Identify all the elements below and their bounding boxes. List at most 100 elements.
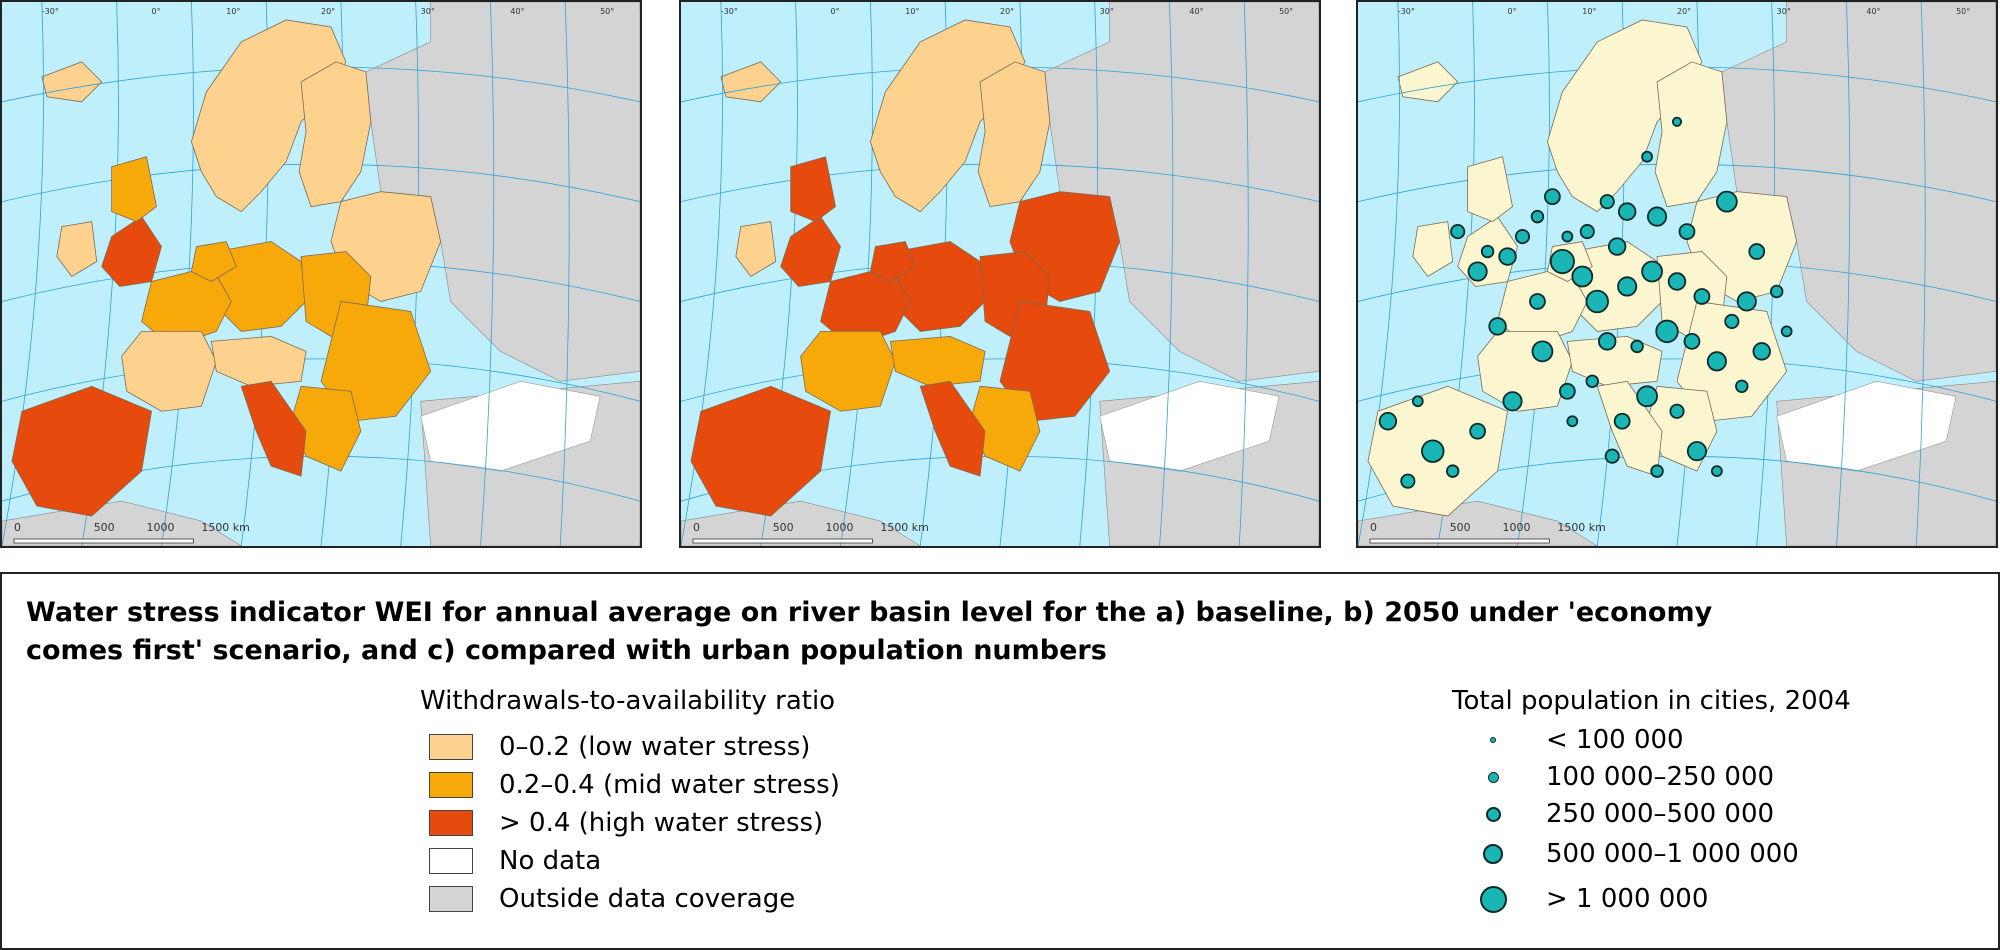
graticule-label: 0° <box>152 7 161 16</box>
region-iberia <box>11 385 152 517</box>
region-italy <box>919 380 986 477</box>
region-france-south <box>121 330 217 412</box>
population-heading: Total population in cities, 2004 <box>1452 686 1851 716</box>
graticule-label: -30° <box>1398 7 1415 16</box>
ratio-label-nodata: No data <box>499 846 602 876</box>
city-dot <box>1736 291 1757 312</box>
city-dot <box>1558 382 1576 400</box>
graticule-label: -30° <box>42 7 59 16</box>
region-italy <box>240 380 307 477</box>
population-item-3: 250 000–500 000 <box>1478 794 1774 834</box>
city-dot <box>1514 229 1531 245</box>
city-dot <box>1549 248 1575 275</box>
city-dot <box>1411 395 1424 408</box>
scale-label: 0 <box>693 521 700 534</box>
population-label-4: 500 000–1 000 000 <box>1546 839 1799 869</box>
city-dot <box>1650 464 1664 478</box>
city-dot <box>1378 412 1398 431</box>
region-finland <box>1654 61 1728 208</box>
ratio-label-mid: 0.2–0.4 (mid water stress) <box>499 770 840 800</box>
city-dot <box>1599 194 1615 210</box>
graticule-label: 40° <box>1866 7 1880 16</box>
swatch-mid <box>429 772 473 798</box>
scale-label: 1000 <box>147 521 175 534</box>
legend-title-line-2: comes first' scenario, and c) compared w… <box>26 635 1107 666</box>
legend-box: Water stress indicator WEI for annual av… <box>0 572 2000 950</box>
graticule-label: 10° <box>905 7 919 16</box>
scale-label: 1500 km <box>880 521 928 534</box>
city-dot <box>1579 224 1595 240</box>
city-dot <box>1752 342 1771 361</box>
population-label-5: > 1 000 000 <box>1546 884 1709 914</box>
swatch-low <box>429 734 473 760</box>
scale-label: 0 <box>1370 521 1377 534</box>
population-item-4: 500 000–1 000 000 <box>1478 834 1799 874</box>
region-ireland <box>56 221 98 278</box>
ratio-label-low: 0–0.2 (low water stress) <box>499 732 811 762</box>
ratio-label-outside: Outside data coverage <box>499 884 796 914</box>
city-dot <box>1655 319 1679 344</box>
graticule-label: 20° <box>321 7 335 16</box>
map-panel-c: -30° 0° 10° 20° 30° 40° 50° 0 500 1000 1500 km <box>1356 0 1998 548</box>
region-scandinavia-north <box>1546 19 1703 213</box>
region-iceland <box>720 61 782 103</box>
scale-label: 0 <box>14 521 21 534</box>
graticule-label: 30° <box>1100 7 1114 16</box>
city-dot <box>1531 340 1554 363</box>
ratio-item-mid: 0.2–0.4 (mid water stress) <box>429 766 840 804</box>
city-dot <box>1748 243 1766 260</box>
graticule-label: 30° <box>421 7 435 16</box>
city-dot <box>1669 403 1685 419</box>
city-dot <box>1686 441 1707 462</box>
map-panel-a: -30° 0° 10° 20° 30° 40° 50° 0 500 1000 1500 km <box>0 0 642 548</box>
city-dot <box>1445 464 1460 478</box>
city-dot <box>1585 374 1599 389</box>
scale-bar: 0 500 1000 1500 km <box>1369 521 1606 544</box>
city-dot <box>1598 332 1617 351</box>
region-ireland <box>735 221 777 278</box>
city-dot <box>1530 209 1545 224</box>
city-dot <box>1529 293 1546 310</box>
graticule-label: 50° <box>1956 7 1970 16</box>
graticule-label: 0° <box>1508 7 1517 16</box>
city-dot <box>1566 415 1579 428</box>
graticule-label: 30° <box>1777 7 1791 16</box>
city-dot <box>1647 206 1668 227</box>
region-uk-north <box>790 156 836 223</box>
scale-label: 1000 <box>826 521 854 534</box>
graticule-label: 10° <box>226 7 240 16</box>
city-dot <box>1617 276 1638 297</box>
city-dot <box>1613 412 1631 430</box>
region-benelux <box>869 241 916 282</box>
region-scandinavia-north <box>869 19 1026 213</box>
map-panel-b: -30° 0° 10° 20° 30° 40° 50° 0 500 1000 1500 km <box>679 0 1321 548</box>
region-france-south <box>800 330 896 412</box>
swatch-high <box>429 810 473 836</box>
city-dot <box>1641 260 1663 283</box>
ratio-item-nodata: No data <box>429 842 601 880</box>
city-dot <box>1561 230 1574 243</box>
region-iceland <box>41 61 103 103</box>
city-dot <box>1544 188 1561 206</box>
city-dot <box>1502 391 1523 412</box>
city-dot <box>1421 439 1445 463</box>
city-dot <box>1480 244 1495 259</box>
graticule-label: 10° <box>1582 7 1596 16</box>
population-item-5: > 1 000 000 <box>1478 879 1708 919</box>
city-dot <box>1450 224 1466 240</box>
scale-label: 1500 km <box>1557 521 1605 534</box>
city-dot <box>1571 265 1594 288</box>
city-dot <box>1706 351 1727 372</box>
city-dot <box>1683 332 1701 350</box>
city-dot <box>1469 422 1486 440</box>
ratio-item-low: 0–0.2 (low water stress) <box>429 728 810 766</box>
map-svg-b: -30° 0° 10° 20° 30° 40° 50° 0 500 1000 1500 km <box>681 2 1319 546</box>
dot-size-5 <box>1479 885 1507 913</box>
swatch-nodata <box>429 848 473 874</box>
ratio-item-outside: Outside data coverage <box>429 880 795 918</box>
graticule-label: 40° <box>510 7 524 16</box>
scale-bar: 0 500 1000 1500 km <box>692 521 929 544</box>
region-alps <box>889 335 986 387</box>
scale-label: 500 <box>94 521 115 534</box>
region-finland <box>977 61 1051 208</box>
